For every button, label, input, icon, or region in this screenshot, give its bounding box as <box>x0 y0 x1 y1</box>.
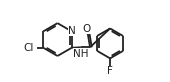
Text: O: O <box>83 24 91 34</box>
Text: N: N <box>68 26 76 36</box>
Text: F: F <box>107 66 113 76</box>
Text: Cl: Cl <box>24 43 34 53</box>
Text: NH: NH <box>73 49 89 59</box>
